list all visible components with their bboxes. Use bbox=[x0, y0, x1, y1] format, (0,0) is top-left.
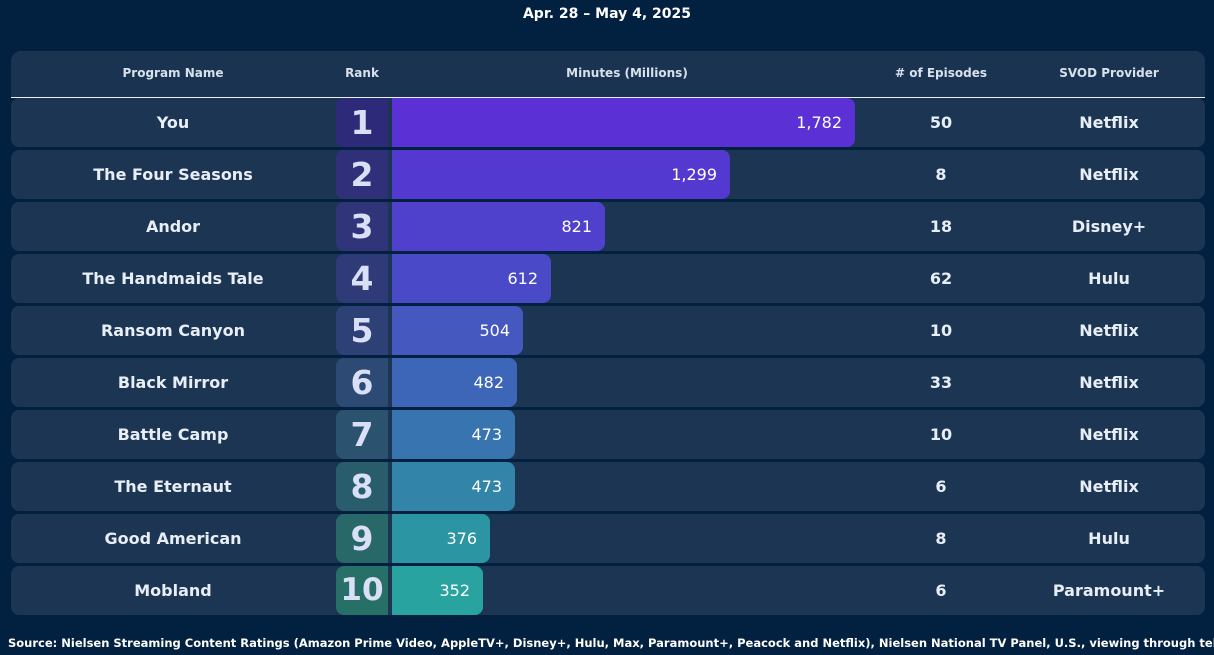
table-row: Andor 3 821 18 Disney+ bbox=[11, 202, 1205, 251]
minutes-value-label: 612 bbox=[507, 269, 538, 288]
episode-count: 8 bbox=[935, 165, 947, 184]
rank-number: 9 bbox=[336, 514, 388, 563]
episode-count: 8 bbox=[935, 529, 947, 548]
program-name: Good American Family bbox=[104, 529, 242, 597]
minutes-value-label: 352 bbox=[439, 581, 470, 600]
minutes-bar bbox=[392, 98, 855, 147]
program-name: Battle Camp bbox=[117, 425, 229, 444]
table-row: The Eternaut 8 473 6 Netflix bbox=[11, 462, 1205, 511]
svod-provider: Disney+ bbox=[1071, 217, 1147, 236]
episode-count: 6 bbox=[935, 581, 947, 600]
program-name: The Four Seasons bbox=[93, 165, 253, 184]
table-row: You 1 1,782 50 Netflix bbox=[11, 98, 1205, 147]
rank-number: 4 bbox=[336, 254, 388, 303]
minutes-value-label: 1,782 bbox=[796, 113, 842, 132]
svod-provider: Netflix bbox=[1079, 321, 1139, 340]
rank-number: 6 bbox=[336, 358, 388, 407]
minutes-value-label: 473 bbox=[471, 477, 502, 496]
svod-provider: Netflix bbox=[1079, 425, 1139, 444]
minutes-value-label: 473 bbox=[471, 425, 502, 444]
minutes-value-label: 1,299 bbox=[671, 165, 717, 184]
header-rank: Rank bbox=[345, 66, 379, 80]
source-note: Source: Nielsen Streaming Content Rating… bbox=[8, 636, 1214, 650]
program-name: Ransom Canyon bbox=[100, 321, 245, 340]
minutes-value-label: 482 bbox=[473, 373, 504, 392]
minutes-bar bbox=[392, 514, 490, 563]
program-name: Black Mirror bbox=[117, 373, 229, 392]
minutes-bar bbox=[392, 358, 517, 407]
svod-provider: Paramount+ bbox=[1052, 581, 1166, 600]
minutes-bar bbox=[392, 462, 515, 511]
svod-provider: Hulu bbox=[1088, 529, 1130, 548]
program-name: Andor bbox=[145, 217, 201, 236]
episode-count: 10 bbox=[929, 425, 953, 444]
episode-count: 10 bbox=[929, 321, 953, 340]
minutes-value-label: 504 bbox=[479, 321, 510, 340]
minutes-bar bbox=[392, 306, 523, 355]
minutes-bar bbox=[392, 202, 605, 251]
episode-count: 33 bbox=[929, 373, 953, 392]
rank-number: 2 bbox=[336, 150, 388, 199]
rank-number: 5 bbox=[336, 306, 388, 355]
program-name: Mobland bbox=[134, 581, 212, 600]
table-header: Program Name Rank Minutes (Millions) # o… bbox=[11, 51, 1205, 98]
episode-count: 62 bbox=[929, 269, 953, 288]
svod-provider: Netflix bbox=[1079, 165, 1139, 184]
table-row: Ransom Canyon 5 504 10 Netflix bbox=[11, 306, 1205, 355]
header-episodes: # of Episodes bbox=[894, 66, 988, 80]
episode-count: 50 bbox=[929, 113, 953, 132]
svod-provider: Netflix bbox=[1079, 373, 1139, 392]
rank-number: 7 bbox=[336, 410, 388, 459]
program-name: The Eternaut bbox=[114, 477, 232, 496]
header-program-name: Program Name bbox=[122, 66, 224, 80]
minutes-bar bbox=[392, 254, 551, 303]
minutes-bar bbox=[392, 150, 730, 199]
minutes-value-label: 376 bbox=[446, 529, 477, 548]
table-row: Mobland 10 352 6 Paramount+ bbox=[11, 566, 1205, 615]
rank-number: 3 bbox=[336, 202, 388, 251]
rank-number: 1 bbox=[336, 98, 388, 147]
episode-count: 6 bbox=[935, 477, 947, 496]
table-row: Battle Camp 7 473 10 Netflix bbox=[11, 410, 1205, 459]
table-row: The Handmaids Tale 4 612 62 Hulu bbox=[11, 254, 1205, 303]
svod-provider: Hulu bbox=[1088, 269, 1130, 288]
rank-number: 8 bbox=[336, 462, 388, 511]
episode-count: 18 bbox=[929, 217, 953, 236]
svod-provider: Netflix bbox=[1079, 477, 1139, 496]
minutes-bar bbox=[392, 410, 515, 459]
minutes-value-label: 821 bbox=[561, 217, 592, 236]
program-name: You bbox=[156, 113, 190, 132]
svod-provider: Netflix bbox=[1079, 113, 1139, 132]
table-row: Black Mirror 6 482 33 Netflix bbox=[11, 358, 1205, 407]
table-row: Good American Family 9 376 8 Hulu bbox=[11, 514, 1205, 597]
minutes-bar bbox=[392, 566, 483, 615]
table-row: The Four Seasons 2 1,299 8 Netflix bbox=[11, 150, 1205, 199]
header-minutes: Minutes (Millions) bbox=[566, 66, 688, 80]
header-provider: SVOD Provider bbox=[1059, 66, 1159, 80]
rank-number: 10 bbox=[336, 566, 388, 615]
date-range-title: Apr. 28 – May 4, 2025 bbox=[522, 6, 692, 22]
program-name: The Handmaids Tale bbox=[82, 269, 264, 288]
